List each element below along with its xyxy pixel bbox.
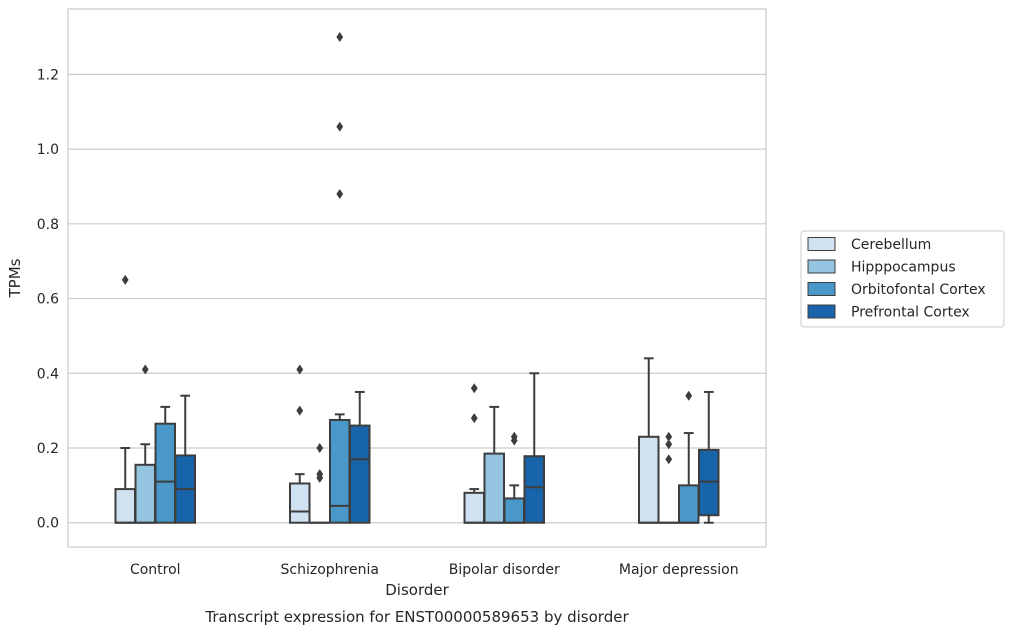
legend-swatch xyxy=(807,259,836,274)
y-tick-label: 1.2 xyxy=(37,67,59,83)
legend-label: Orbitofontal Cortex xyxy=(851,282,986,298)
box xyxy=(523,455,545,524)
box-group xyxy=(463,383,485,524)
x-tick-label: Schizophrenia xyxy=(281,562,379,578)
box-group xyxy=(174,394,196,524)
legend-swatch xyxy=(807,237,836,251)
x-axis-title: Disorder xyxy=(385,581,449,599)
y-tick-label: 0.8 xyxy=(37,217,59,233)
legend-frame xyxy=(800,230,1005,328)
box xyxy=(349,424,371,524)
box-group xyxy=(289,364,311,524)
box-group xyxy=(134,364,156,524)
y-tick-label: 0.6 xyxy=(37,292,59,308)
x-tick-label: Major depression xyxy=(619,562,739,578)
legend: Cerebellum Hipppocampus Orbitofontal Corte… xyxy=(800,230,1005,328)
legend-label: Cerebellum xyxy=(851,237,931,253)
x-tick-label: Bipolar disorder xyxy=(449,562,560,578)
outlier-point xyxy=(470,383,478,394)
y-tick-label: 0.2 xyxy=(37,441,59,457)
outlier-point xyxy=(685,390,693,401)
outlier-point xyxy=(296,364,304,375)
outlier-point xyxy=(510,435,518,446)
outlier-point xyxy=(336,188,344,199)
box-group xyxy=(503,431,525,524)
box xyxy=(329,418,351,524)
legend-label: Prefrontal Cortex xyxy=(851,305,970,321)
outlier-point xyxy=(665,431,673,442)
outlier-point xyxy=(336,32,344,43)
box xyxy=(463,491,485,524)
outlier-point xyxy=(316,472,324,483)
box-group xyxy=(659,431,679,524)
box-group xyxy=(154,405,176,524)
box xyxy=(289,482,311,524)
y-tick-labels: 0.0 0.2 0.4 0.6 0.8 1.0 1.2 xyxy=(37,67,59,531)
chart-caption: Transcript expression for ENST0000058965… xyxy=(204,608,629,626)
x-tick-labels: Control Schizophrenia Bipolar disorder Majo… xyxy=(130,562,739,578)
box-group xyxy=(310,442,330,524)
legend-label: Hipppocampus xyxy=(851,260,956,276)
outlier-point xyxy=(296,405,304,416)
y-axis-title: TPMs xyxy=(6,258,24,298)
box xyxy=(678,484,700,524)
box-group xyxy=(349,390,371,524)
box-group xyxy=(114,274,136,524)
box-group xyxy=(698,390,720,524)
legend-swatch xyxy=(807,304,836,319)
x-tick-label: Control xyxy=(130,562,181,578)
y-tick-label: 0.4 xyxy=(37,366,59,382)
box xyxy=(483,452,505,524)
box xyxy=(154,422,176,524)
plot-frame xyxy=(67,8,767,548)
box-group xyxy=(523,372,545,524)
box-groups xyxy=(114,32,720,524)
outlier-point xyxy=(665,454,673,465)
outlier-point xyxy=(121,274,129,285)
y-tick-label: 1.0 xyxy=(37,142,59,158)
box-group xyxy=(483,405,505,524)
outlier-point xyxy=(316,442,324,453)
outlier-point xyxy=(665,439,673,450)
box xyxy=(134,463,156,524)
box xyxy=(503,497,525,524)
outlier-point xyxy=(336,121,344,132)
y-tick-label: 0.0 xyxy=(37,516,59,532)
box xyxy=(114,488,136,524)
box-group xyxy=(638,357,660,524)
outlier-point xyxy=(470,413,478,424)
outlier-point xyxy=(141,364,149,375)
box xyxy=(638,435,660,524)
legend-swatch xyxy=(807,282,836,296)
